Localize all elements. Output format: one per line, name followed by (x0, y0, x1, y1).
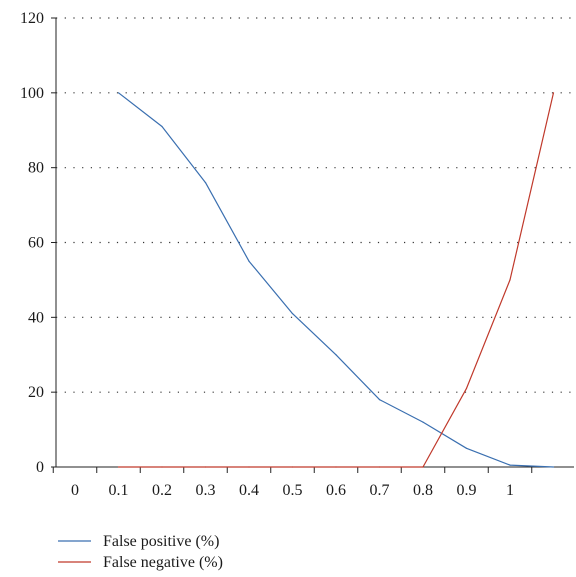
series-line-2 (118, 92, 555, 468)
data-point (335, 466, 337, 468)
legend: False positive (%) False negative (%) (58, 533, 223, 571)
data-point (509, 464, 511, 466)
x-tick-label: 0.4 (239, 482, 259, 499)
data-point (552, 466, 555, 468)
x-tick-label: 0.9 (457, 482, 477, 499)
series-line-1 (118, 92, 554, 468)
x-tick-label: 0.1 (109, 482, 129, 499)
data-point (465, 447, 468, 449)
legend-label-1: False positive (%) (103, 533, 219, 550)
data-point (378, 399, 381, 401)
data-point (509, 279, 511, 281)
data-point (161, 125, 163, 128)
y-tick-label: 120 (20, 10, 44, 27)
series-lines (117, 92, 555, 468)
legend-label-2: False negative (%) (103, 554, 223, 571)
data-point (248, 260, 250, 262)
data-point (161, 466, 163, 468)
data-point (422, 421, 424, 423)
gridlines (56, 17, 574, 393)
x-tick-label: 0.6 (326, 482, 346, 499)
axes: 0 20 40 60 80 100 120 0 0.1 0.2 0.3 0.4 0.5 0.6 0.7 0.8… (20, 10, 574, 499)
data-point (248, 466, 250, 468)
x-tick-label: 0.7 (370, 482, 390, 499)
x-tick-label: 0.5 (283, 482, 303, 499)
data-point (291, 466, 294, 468)
data-point (552, 92, 555, 94)
data-point (465, 387, 468, 390)
y-tick-label: 0 (36, 459, 44, 476)
y-tick-label: 20 (28, 384, 44, 401)
data-point (204, 466, 207, 468)
x-tick-label: 0.3 (196, 482, 216, 499)
y-tick-label: 40 (28, 309, 44, 326)
data-point (291, 312, 294, 315)
y-tick-label: 60 (28, 235, 44, 252)
data-point (378, 466, 381, 468)
x-tick-label: 0 (71, 482, 79, 499)
data-point (204, 182, 207, 184)
x-tick-label: 1 (506, 482, 514, 499)
y-tick-label: 100 (20, 85, 44, 102)
x-tick-label: 0.2 (152, 482, 172, 499)
data-point (117, 92, 120, 94)
data-point (422, 466, 424, 468)
x-tick-label: 0.8 (413, 482, 433, 499)
data-point (335, 354, 337, 356)
y-tick-label: 80 (28, 160, 44, 177)
data-point (117, 466, 120, 468)
